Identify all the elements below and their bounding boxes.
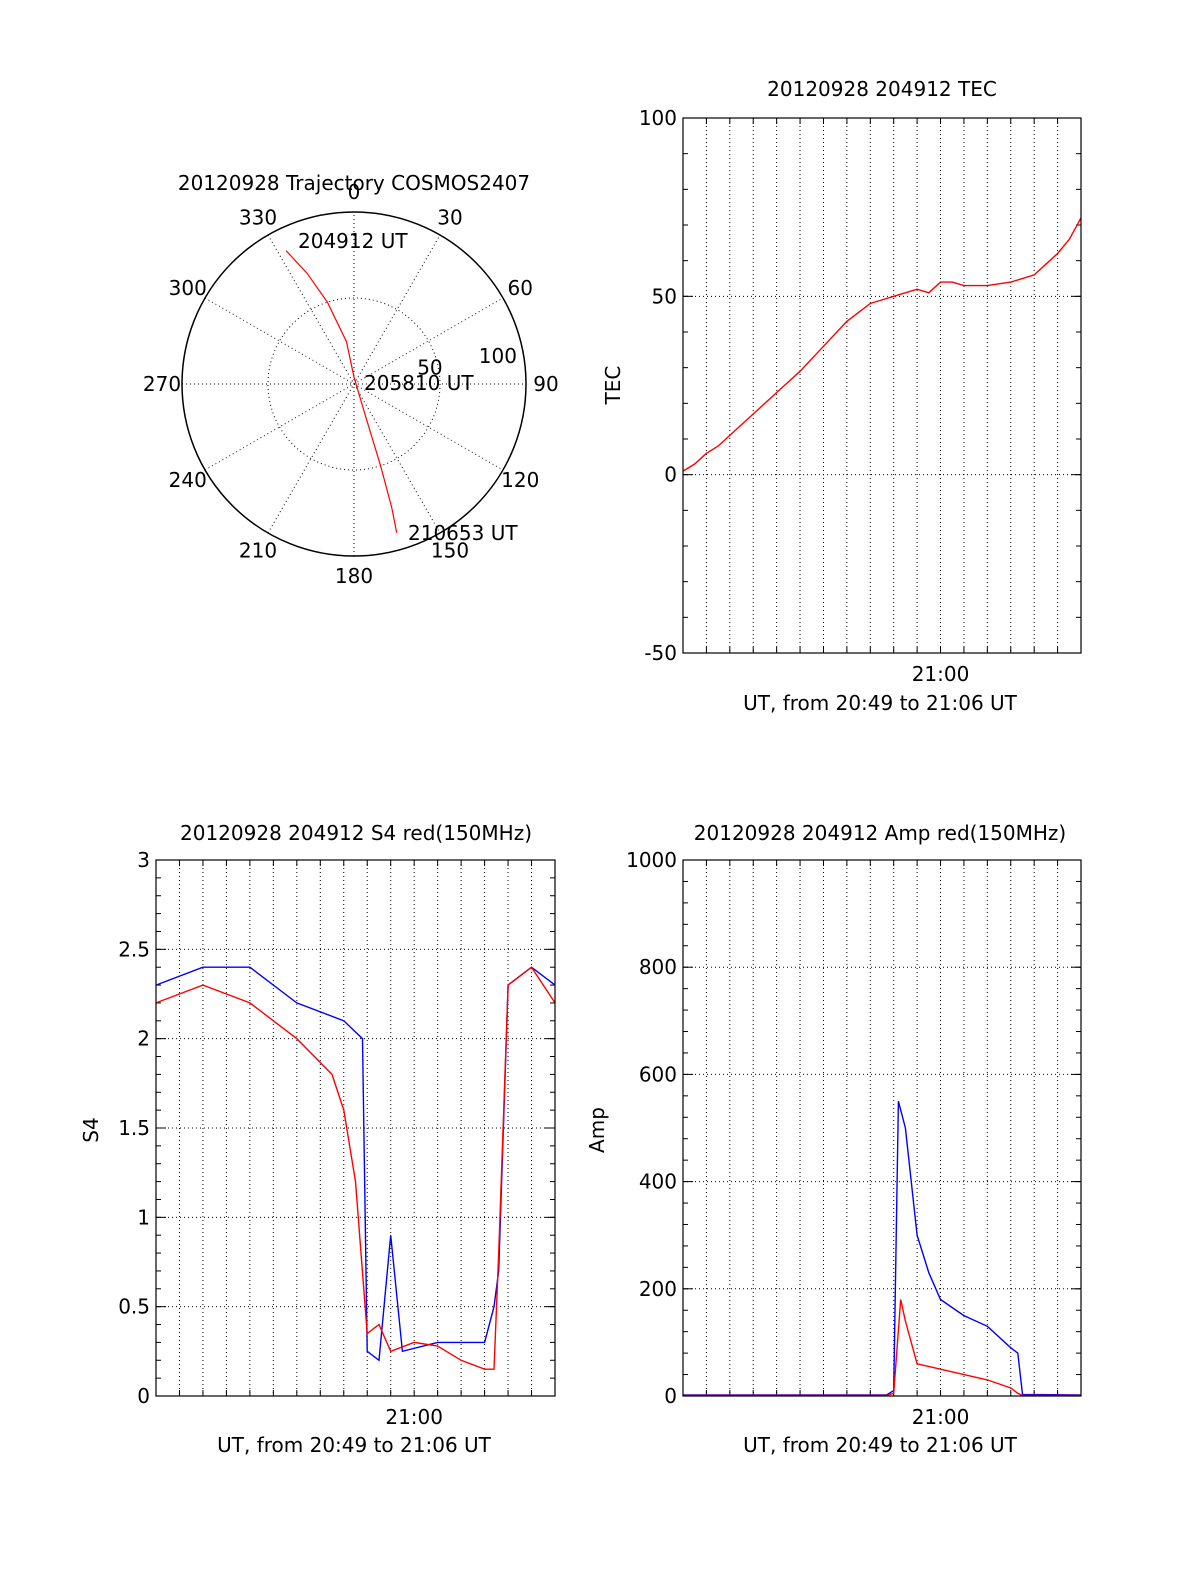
y-tick-label: 50 <box>652 284 677 308</box>
y-tick-label: 0 <box>664 463 677 487</box>
series-line-blue <box>155 966 556 1362</box>
tec-xlabel: UT, from 20:49 to 21:06 UT <box>743 691 1018 715</box>
plot-frame <box>682 859 1082 1397</box>
plot-frame <box>682 117 1082 654</box>
polar-azimuth-label: 240 <box>169 468 207 492</box>
polar-azimuth-label: 180 <box>335 564 373 588</box>
polar-azimuth-label: 120 <box>501 468 539 492</box>
y-tick-label: 400 <box>639 1170 677 1194</box>
polar-azimuth-label: 30 <box>437 206 462 230</box>
polar-trajectory-panel: 20120928 Trajectory COSMOS2407 0 30 60 90 12… <box>143 171 559 588</box>
polar-spoke <box>267 234 441 534</box>
y-tick-label: -50 <box>644 641 677 665</box>
y-tick-label: 800 <box>639 955 677 979</box>
polar-radial-label: 50 <box>417 356 442 380</box>
y-tick-label: 0.5 <box>118 1295 150 1319</box>
s4-title: 20120928 204912 S4 red(150MHz) <box>180 821 532 845</box>
plot-frame <box>155 859 556 1397</box>
y-tick-label: 1 <box>137 1205 150 1229</box>
trajectory-time-label: 205810 UT <box>364 371 474 395</box>
series-line-blue <box>683 1101 1082 1396</box>
polar-title: 20120928 Trajectory COSMOS2407 <box>178 171 530 195</box>
trajectory-time-label: 204912 UT <box>298 229 408 253</box>
y-tick-label: 0 <box>664 1384 677 1408</box>
trajectory-time-label: 210653 UT <box>408 521 518 545</box>
x-tick-label: 21:00 <box>385 1405 443 1429</box>
polar-azimuth-label: 60 <box>508 276 533 300</box>
series-line-red <box>682 217 1082 472</box>
x-tick-label: 21:00 <box>912 662 970 686</box>
y-tick-label: 2.5 <box>118 937 150 961</box>
trajectory-line <box>285 250 398 533</box>
polar-azimuth-label: 150 <box>431 538 469 562</box>
x-tick-label: 21:00 <box>912 1405 970 1429</box>
s4-panel: 20120928 204912 S4 red(150MHz) UT, from … <box>79 821 556 1457</box>
polar-radial-label: 100 <box>479 344 517 368</box>
y-tick-label: 100 <box>639 106 677 130</box>
amp-title: 20120928 204912 Amp red(150MHz) <box>694 821 1066 845</box>
series-line-red <box>155 966 556 1370</box>
y-tick-label: 1000 <box>626 848 677 872</box>
y-tick-label: 600 <box>639 1062 677 1086</box>
polar-azimuth-label: 0 <box>348 180 361 204</box>
y-tick-label: 0 <box>137 1384 150 1408</box>
tec-panel: 20120928 204912 TEC UT, from 20:49 to 21… <box>601 77 1082 715</box>
y-tick-label: 1.5 <box>118 1116 150 1140</box>
polar-azimuth-label: 300 <box>169 276 207 300</box>
polar-azimuth-label: 330 <box>239 206 277 230</box>
tec-title: 20120928 204912 TEC <box>767 77 997 101</box>
amp-panel: 20120928 204912 Amp red(150MHz) UT, from… <box>585 821 1082 1457</box>
y-tick-label: 2 <box>137 1027 150 1051</box>
s4-xlabel: UT, from 20:49 to 21:06 UT <box>217 1433 492 1457</box>
polar-grid-circle-50 <box>267 297 441 471</box>
amp-ylabel: Amp <box>585 1107 609 1153</box>
polar-azimuth-label: 270 <box>143 372 181 396</box>
y-tick-label: 3 <box>137 848 150 872</box>
polar-azimuth-label: 90 <box>533 372 558 396</box>
polar-azimuth-label: 210 <box>239 538 277 562</box>
s4-ylabel: S4 <box>79 1117 103 1142</box>
amp-xlabel: UT, from 20:49 to 21:06 UT <box>743 1433 1018 1457</box>
series-line-red <box>683 1299 1081 1397</box>
y-tick-label: 200 <box>639 1277 677 1301</box>
tec-ylabel: TEC <box>601 366 625 406</box>
